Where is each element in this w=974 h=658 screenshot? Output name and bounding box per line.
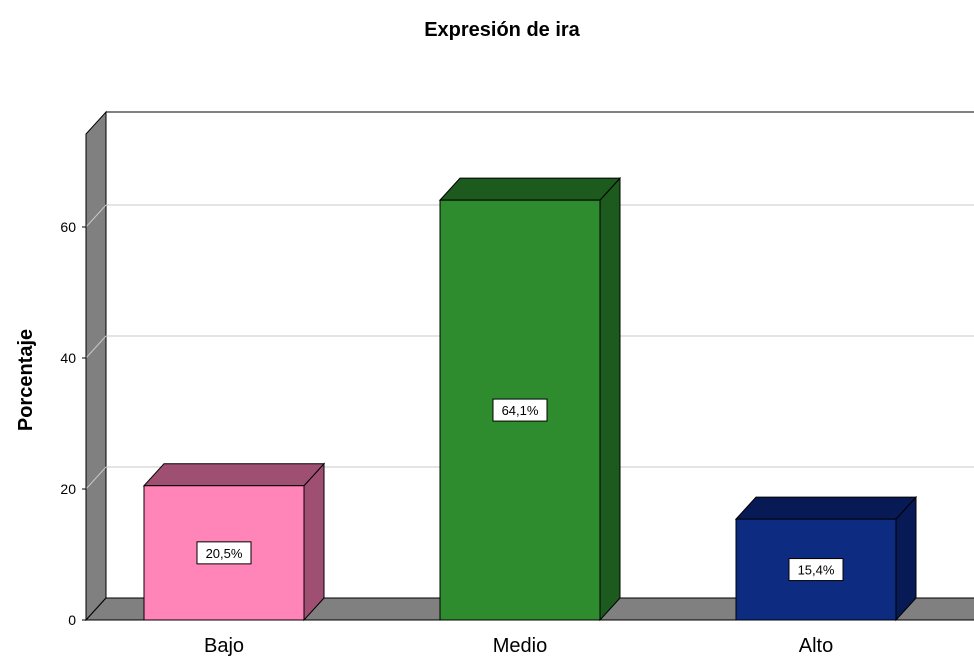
bar-top-face: [438, 177, 622, 201]
data-label-box: [492, 398, 548, 422]
gridline-side: [85, 204, 107, 228]
bar-medio: 64,1%: [438, 176, 622, 622]
gridline-side: [85, 335, 107, 359]
chart-title: Expresión de ira: [424, 19, 580, 41]
x-category-label: Bajo: [204, 635, 244, 657]
bar-top-face: [734, 496, 918, 520]
bar-bajo: 20,5%: [142, 462, 326, 622]
y-tick-label: 0: [68, 612, 76, 628]
plot-left-wall: [85, 110, 107, 622]
x-category-label: Medio: [493, 635, 547, 657]
data-label: 15,4%: [798, 563, 835, 578]
y-tick-label: 20: [60, 481, 76, 497]
data-label: 64,1%: [502, 403, 539, 418]
x-category-label: Alto: [799, 635, 833, 657]
bar-side-face: [303, 462, 325, 622]
bar-side-face: [599, 176, 621, 622]
data-label: 20,5%: [206, 546, 243, 561]
data-label-box: [196, 541, 252, 565]
data-label-box: [788, 558, 844, 582]
bar-top-face: [142, 463, 326, 487]
y-tick-label: 40: [60, 350, 76, 366]
y-axis-label: Porcentaje: [15, 329, 37, 431]
gridline-side: [85, 466, 107, 490]
bar-alto: 15,4%: [734, 495, 918, 622]
y-tick-label: 60: [60, 219, 76, 235]
